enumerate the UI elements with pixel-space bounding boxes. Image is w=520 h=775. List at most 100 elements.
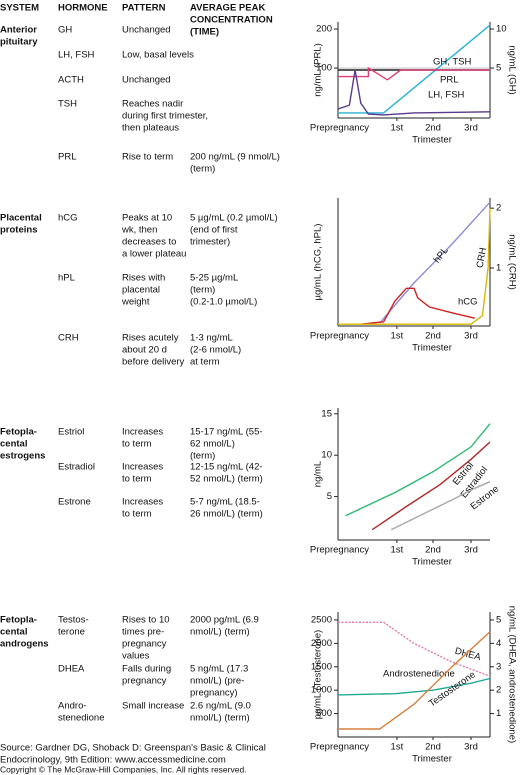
column-header: (TIME) — [190, 27, 219, 38]
concentration: (end of first — [190, 225, 238, 236]
system-label: estrogens — [0, 451, 45, 462]
pattern: pregnancy — [122, 639, 167, 650]
pattern: about 20 d — [122, 345, 167, 356]
hormone: PRL — [58, 152, 76, 163]
concentration: (term) — [190, 164, 215, 175]
system-label: Fetopla- — [0, 615, 37, 626]
y2-tick-label: 2 — [496, 203, 501, 214]
x-tick-label: Prepregnancy — [310, 331, 369, 342]
y-tick-label: 15 — [321, 408, 332, 419]
pattern: Reaches nadir — [122, 99, 183, 110]
concentration: at term — [190, 357, 220, 368]
copyright: Copyright © The McGraw-Hill Companies, I… — [0, 764, 247, 774]
y2-tick-label: 2 — [496, 685, 501, 696]
series-label: CRH — [475, 247, 489, 269]
system-label: androgens — [0, 639, 49, 650]
pattern: Increases — [122, 462, 163, 473]
y2-tick-label: 1 — [496, 708, 501, 719]
pattern: Increases — [122, 427, 163, 438]
system-label: cental — [0, 627, 27, 638]
x-tick-label: Prepregnancy — [310, 545, 369, 556]
x-axis-label: Trimester — [412, 343, 452, 354]
column-header: HORMONE — [58, 3, 108, 14]
y-tick-label: 200 — [316, 24, 332, 35]
y-tick-label: 2500 — [311, 614, 332, 625]
series-label: hCG — [458, 297, 478, 308]
concentration: 26 nmol/L) (term) — [190, 509, 263, 520]
y2-axis-label: ng/mL (CRH) — [506, 234, 517, 290]
x-tick-label: Prepregnancy — [310, 123, 369, 134]
concentration: pregnancy) — [190, 688, 238, 699]
x-tick-label: 2nd — [425, 545, 441, 556]
pattern: to term — [122, 509, 152, 520]
source-note: Source: Gardner DG, Shoback D: Greenspan… — [0, 743, 266, 754]
system-label: Placental — [0, 213, 42, 224]
concentration: 5 ng/mL (17.3 — [190, 664, 248, 675]
column-header: SYSTEM — [0, 3, 39, 14]
hormone: Estradiol — [58, 462, 95, 473]
concentration: nmol/L) (term) — [190, 627, 250, 638]
hormone: terone — [58, 627, 85, 638]
hormone: CRH — [58, 333, 79, 344]
series-line — [338, 66, 490, 81]
y2-tick-label: 3 — [496, 661, 501, 672]
series-label: LH, FSH — [428, 90, 465, 101]
x-tick-label: 1st — [391, 742, 404, 753]
concentration: (2-6 nmol/L) — [190, 345, 241, 356]
x-tick-label: 3rd — [464, 331, 478, 342]
x-axis-label: Trimester — [412, 135, 452, 146]
pattern: Falls during — [122, 664, 171, 675]
column-header: PATTERN — [122, 3, 166, 14]
pattern: Unchanged — [122, 25, 171, 36]
concentration: (term) — [190, 451, 215, 462]
pattern: then plateaus — [122, 123, 179, 134]
hormone: Andro- — [58, 701, 87, 712]
y-axis-label: ng/mL — [313, 461, 324, 487]
pattern: Unchanged — [122, 75, 171, 86]
pattern: Rise to term — [122, 152, 173, 163]
concentration: 2.6 ng/mL (9.0 — [190, 701, 251, 712]
x-tick-label: Prepregnancy — [310, 742, 369, 753]
system-label: cental — [0, 439, 27, 450]
hormone: TSH — [58, 99, 77, 110]
pattern: during first trimester, — [122, 111, 208, 122]
concentration: trimester) — [190, 237, 230, 248]
system-label: proteins — [0, 225, 37, 236]
y2-axis-label: ng/mL (DHEA, androstenedione) — [506, 606, 517, 743]
series-line — [338, 621, 491, 677]
hormone: Estriol — [58, 427, 84, 438]
hormone: hCG — [58, 213, 78, 224]
concentration: 15-17 ng/mL (55- — [190, 427, 263, 438]
series-line — [337, 677, 491, 696]
pattern: wk, then — [121, 225, 157, 236]
series-label: Androstenedione — [383, 669, 455, 680]
hormone: DHEA — [58, 664, 85, 675]
series-label: GH, TSH — [433, 57, 471, 68]
concentration: 12-15 ng/mL (42- — [190, 462, 263, 473]
series-label: PRL — [440, 75, 458, 86]
concentration: 5-7 ng/mL (18.5- — [190, 497, 260, 508]
x-tick-label: 2nd — [425, 331, 441, 342]
hormone: stenedione — [58, 713, 104, 724]
hormone: LH, FSH — [58, 50, 95, 61]
x-tick-label: 1st — [391, 331, 404, 342]
hormone: ACTH — [58, 75, 84, 86]
x-tick-label: 1st — [391, 545, 404, 556]
x-tick-label: 2nd — [425, 742, 441, 753]
hormone: Testos- — [58, 615, 89, 626]
pattern: Increases — [122, 497, 163, 508]
y-tick-label: 10 — [321, 450, 332, 461]
series-line — [379, 201, 491, 324]
y-axis-label: ng/mL (PRL) — [313, 43, 324, 97]
pattern: decreases to — [122, 237, 176, 248]
pattern: Rises acutely — [122, 333, 179, 344]
y2-tick-label: 5 — [496, 614, 501, 625]
column-header: AVERAGE PEAK — [190, 3, 265, 14]
y2-axis-label: ng/mL (GH) — [506, 45, 517, 94]
hormone: Estrone — [58, 497, 91, 508]
y2-tick-label: 4 — [496, 638, 501, 649]
source-note: Endocrinology, 9th Edition: www.accessme… — [0, 755, 226, 766]
series-line — [345, 423, 491, 517]
series-line — [338, 631, 491, 730]
series-line — [338, 24, 491, 114]
